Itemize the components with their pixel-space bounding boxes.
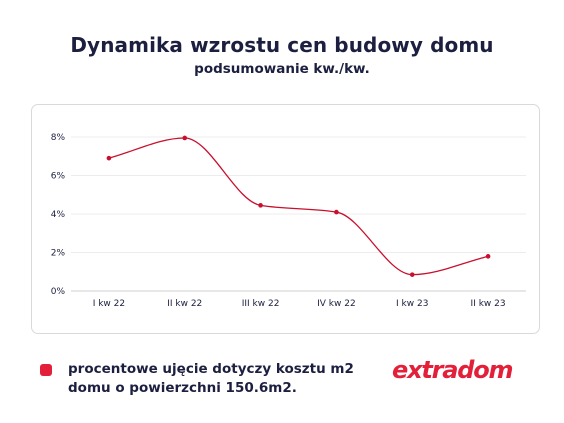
data-point (409, 272, 415, 277)
data-point (485, 254, 491, 259)
x-tick-label: I kw 23 (396, 299, 428, 309)
y-tick-label: 6% (51, 172, 66, 182)
legend-marker (40, 364, 52, 376)
legend-text-line-2: domu o powierzchni 150.6m2. (68, 380, 297, 396)
x-tick-label: III kw 22 (242, 299, 280, 309)
extradom-logo: extradom (392, 356, 514, 384)
y-tick-label: 4% (51, 210, 66, 220)
x-tick-label: II kw 22 (167, 299, 202, 309)
series-line (108, 137, 489, 276)
y-tick-label: 2% (51, 249, 66, 259)
data-point (334, 209, 339, 215)
y-tick-label: 8% (51, 133, 66, 143)
chart-title: Dynamika wzrostu cen budowy domu (70, 33, 494, 57)
legend-text-line-1: procentowe ujęcie dotyczy kosztu m2 (68, 361, 354, 377)
line-chart: 0% 2% 4% 6% 8% I kw 22 II kw 22 III kw 22 IV kw… (51, 133, 526, 309)
data-point (182, 135, 188, 141)
chart-card: 0% 2% 4% 6% 8% I kw 22 II kw 22 III kw 22 IV kw… (31, 104, 540, 334)
chart-subtitle: podsumowanie kw./kw. (194, 61, 370, 77)
y-tick-label: 0% (51, 287, 66, 297)
data-point (106, 155, 112, 161)
x-tick-label: I kw 22 (93, 299, 125, 309)
data-point (258, 203, 263, 208)
x-tick-label: IV kw 22 (317, 299, 356, 309)
legend-text: procentowe ujęcie dotyczy kosztu m2 domu… (68, 360, 388, 398)
x-tick-label: II kw 23 (471, 299, 506, 309)
